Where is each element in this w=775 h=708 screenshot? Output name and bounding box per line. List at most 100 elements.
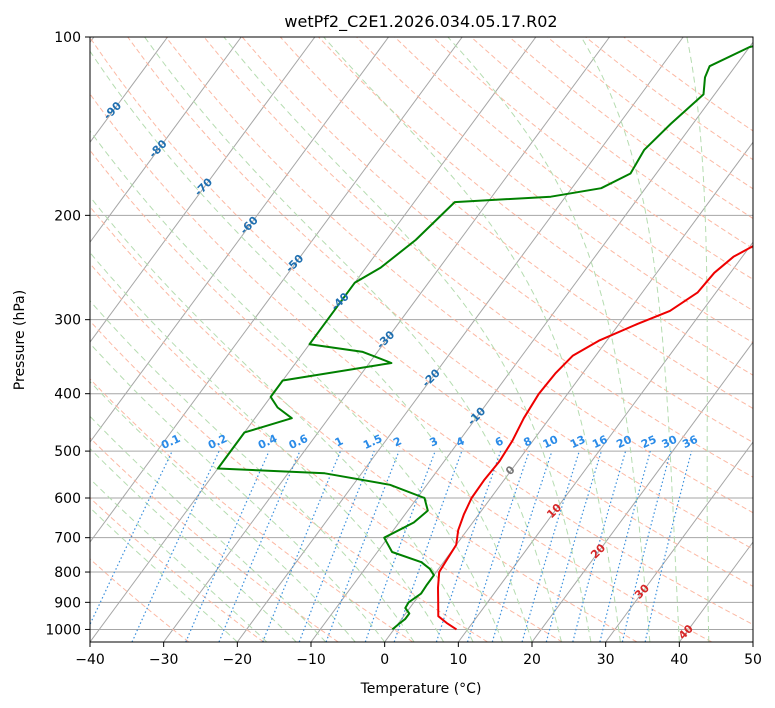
dry-adiabat-line xyxy=(547,37,753,190)
y-axis-label: Pressure (hPa) xyxy=(12,290,28,390)
moist-adiabat-line xyxy=(144,37,562,642)
dry-adiabat-line xyxy=(318,37,753,376)
moist-adiabat-line xyxy=(580,37,680,642)
dry-adiabat-line xyxy=(165,37,753,514)
dry-adiabat-line xyxy=(394,37,753,312)
isotherm-line xyxy=(236,37,684,642)
dry-adiabat-line xyxy=(508,37,753,220)
sounding-lines xyxy=(216,45,753,631)
isotherm-label: 20 xyxy=(588,541,608,561)
y-tick-label: 500 xyxy=(54,444,81,460)
dry-adiabat-line xyxy=(90,378,414,642)
mixing-ratio-line xyxy=(90,450,173,626)
mixing-ratio-label: 36 xyxy=(680,433,700,451)
mixing-ratio-label: 20 xyxy=(614,433,634,451)
isotherm-line xyxy=(163,37,610,642)
y-tick-label: 200 xyxy=(54,208,81,224)
mixing-ratio-line xyxy=(435,450,502,642)
isotherm-label: -50 xyxy=(283,252,306,275)
dewpoint-profile-line xyxy=(216,45,753,631)
y-tick-label: 600 xyxy=(54,491,81,507)
mixing-ratio-line xyxy=(491,450,553,642)
mixing-ratio-line xyxy=(393,450,463,642)
y-tick-label: 400 xyxy=(54,387,81,403)
mixing-ratio-label: 30 xyxy=(660,433,680,451)
moist-adiabat-line xyxy=(90,50,533,642)
moist-adiabat-line xyxy=(447,37,651,642)
mixing-ratio-line xyxy=(572,450,627,642)
isotherm-line xyxy=(90,37,168,144)
mixing-ratio-line xyxy=(364,450,436,642)
y-tick-label: 700 xyxy=(54,531,81,547)
isotherm-line xyxy=(531,341,753,642)
chart-title: wetPf2_C2E1.2026.034.05.17.R02 xyxy=(284,12,557,32)
x-tick-label: 0 xyxy=(380,652,389,668)
y-tick-label: 1000 xyxy=(45,622,81,638)
dry-adiabat-line xyxy=(90,558,190,642)
moist-adiabat-line xyxy=(90,447,297,642)
y-tick-label: 300 xyxy=(54,313,81,329)
isotherm-label: -100 xyxy=(53,58,82,87)
isotherm-label: 30 xyxy=(632,581,652,601)
mixing-ratio-label: 0.1 xyxy=(159,432,182,452)
mixing-ratio-line xyxy=(545,450,602,642)
y-tick-label: 100 xyxy=(54,30,81,46)
dry-adiabat-line xyxy=(90,93,753,626)
moist-adiabat-line xyxy=(90,196,474,642)
isotherm-line xyxy=(752,641,753,642)
x-tick-label: −10 xyxy=(296,652,326,668)
dry-adiabat-line xyxy=(127,37,753,550)
mixing-ratio-line xyxy=(262,450,342,642)
mixing-ratio-label: 0.2 xyxy=(206,432,229,452)
mixing-ratio-label: 1.5 xyxy=(361,432,384,452)
dry-adiabat-line xyxy=(470,37,753,250)
y-tick-label: 900 xyxy=(54,595,81,611)
isotherm-label: -20 xyxy=(420,366,443,389)
mixing-ratio-line xyxy=(644,450,693,642)
isotherm-line xyxy=(457,241,753,642)
mixing-ratio-label: 1 xyxy=(333,434,345,449)
mixing-ratio-label: 13 xyxy=(568,433,587,451)
isotherm-line xyxy=(90,37,389,443)
plot-frame xyxy=(89,36,754,643)
y-tick-label: 800 xyxy=(54,565,81,581)
isotherm-label: 10 xyxy=(544,501,564,521)
x-tick-label: 40 xyxy=(670,652,688,668)
mixing-ratio-label: 25 xyxy=(639,433,658,451)
x-tick-label: −30 xyxy=(149,652,179,668)
moist-adiabat-line xyxy=(90,130,503,642)
mixing-ratio-label: 10 xyxy=(541,433,561,451)
x-tick-label: 50 xyxy=(744,652,762,668)
isotherm-label: -30 xyxy=(374,328,397,351)
dry-adiabat-line xyxy=(241,37,753,444)
mixing-ratio-line xyxy=(621,450,672,642)
dry-adiabat-line xyxy=(90,37,753,587)
mixing-ratio-line xyxy=(521,450,580,642)
axis-ticks: −40 −30 −20 −10 0 10 20 30 40 5010020030040050060… xyxy=(45,30,762,668)
dry-adiabat-line xyxy=(90,262,563,642)
isotherm-label: -60 xyxy=(238,214,261,237)
mixing-ratio-label: 16 xyxy=(590,433,610,451)
mixing-ratio-label: 2 xyxy=(391,434,403,449)
dry-adiabat-line xyxy=(90,320,488,642)
isotherm-label: -90 xyxy=(101,99,124,122)
x-tick-label: 10 xyxy=(449,652,467,668)
dry-adiabat-line xyxy=(90,149,712,642)
isotherm-line xyxy=(605,441,753,642)
mixing-ratio-line xyxy=(466,450,530,642)
mixing-ratio-label: 3 xyxy=(428,434,440,449)
x-tick-label: 20 xyxy=(523,652,541,668)
mixing-ratio-line xyxy=(599,450,651,642)
moist-adiabat-line xyxy=(90,415,327,642)
moist-adiabat-line xyxy=(323,37,621,642)
mixing-ratio-label: 6 xyxy=(493,434,506,449)
mixing-ratio-line xyxy=(298,450,375,642)
moist-adiabat-line xyxy=(90,478,268,642)
x-tick-label: −40 xyxy=(75,652,105,668)
mixing-ratio-label: 0.4 xyxy=(256,432,279,452)
x-tick-label: −20 xyxy=(223,652,253,668)
isotherm-label: -40 xyxy=(329,290,352,313)
dry-adiabat-line xyxy=(90,205,638,642)
mixing-ratio-line xyxy=(218,450,301,642)
